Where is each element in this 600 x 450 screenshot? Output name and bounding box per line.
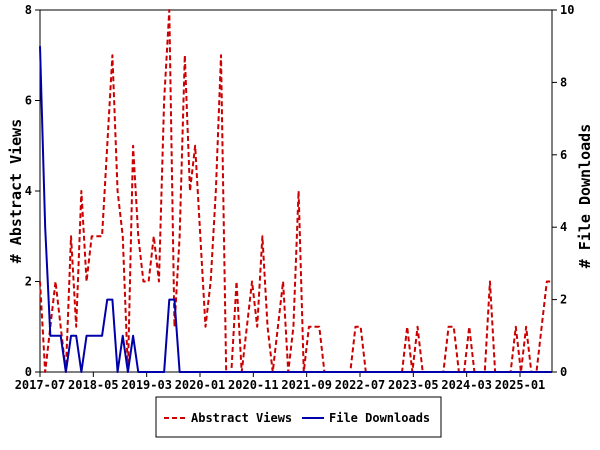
x-tick-label: 2025-01 — [495, 378, 546, 392]
x-tick-label: 2022-07 — [335, 378, 386, 392]
x-axis-ticks: 2017-07 2018-05 2019-03 2020-01 2020-11 2021-… — [15, 372, 546, 392]
legend-label-abstract-views: Abstract Views — [191, 411, 292, 425]
y-axis-right-label: # File Downloads — [576, 124, 594, 269]
left-tick-label: 6 — [25, 94, 32, 108]
x-tick-label: 2017-07 — [15, 378, 66, 392]
right-tick-label: 6 — [560, 148, 567, 162]
y-axis-left-label: # Abstract Views — [7, 119, 25, 264]
x-tick-label: 2024-03 — [441, 378, 492, 392]
x-tick-label: 2020-11 — [228, 378, 279, 392]
right-axis-ticks: 0 2 4 6 8 10 — [552, 3, 574, 379]
right-tick-label: 4 — [560, 220, 567, 234]
x-tick-label: 2021-09 — [281, 378, 332, 392]
legend: Abstract Views File Downloads — [155, 396, 442, 438]
x-tick-label: 2020-01 — [175, 378, 226, 392]
right-tick-label: 8 — [560, 75, 567, 89]
right-tick-label: 2 — [560, 293, 567, 307]
left-tick-label: 2 — [25, 275, 32, 289]
series-layer — [39, 9, 552, 373]
series-line-abstract-views — [39, 9, 552, 373]
left-axis-ticks: 0 2 4 6 8 — [25, 3, 40, 379]
x-tick-label: 2019-03 — [121, 378, 172, 392]
left-tick-label: 8 — [25, 3, 32, 17]
legend-label-file-downloads: File Downloads — [329, 411, 430, 425]
x-tick-label: 2023-05 — [388, 378, 439, 392]
right-tick-label: 0 — [560, 365, 567, 379]
series-line-file-downloads — [39, 46, 552, 373]
left-tick-label: 4 — [25, 184, 32, 198]
left-tick-label: 0 — [25, 365, 32, 379]
right-tick-label: 10 — [560, 3, 574, 17]
x-tick-label: 2018-05 — [68, 378, 119, 392]
legend-box — [155, 396, 442, 438]
